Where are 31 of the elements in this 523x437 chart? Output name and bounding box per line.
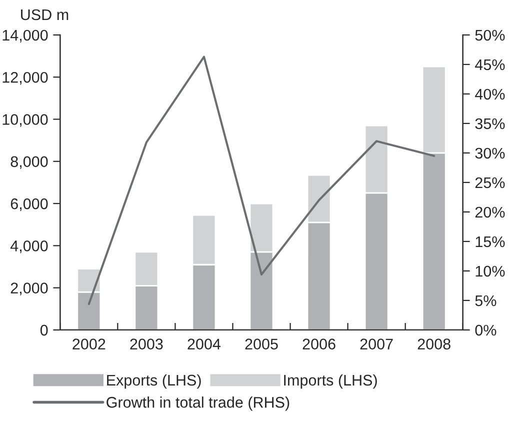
y-axis-title: USD m — [21, 9, 68, 20]
y2-tick-label: 10% — [476, 266, 505, 277]
line-series — [88, 56, 436, 306]
y2-tick-label: 0% — [475, 324, 496, 336]
y-tick-label: 4,000 — [10, 240, 48, 254]
y-tick-label: 10,000 — [2, 114, 48, 127]
y-tick-label: 14,000 — [2, 30, 48, 42]
y-tick-label: 0 — [40, 324, 48, 336]
y2-tick-label: 25% — [475, 177, 505, 188]
x-tick-label: 2002 — [72, 338, 106, 350]
y2-tick-label: 40% — [475, 88, 505, 100]
x-tick-label: 2006 — [302, 338, 336, 350]
legend-label: Growth in total trade (RHS) — [106, 396, 290, 411]
y2-tick-label: 20% — [475, 206, 505, 218]
y-tick-label: 12,000 — [2, 72, 48, 85]
legend-label: Exports (LHS) — [107, 374, 201, 389]
x-tick-label: 2005 — [245, 338, 278, 350]
legend-label: Imports (LHS) — [284, 374, 377, 389]
y2-tick-label: 35% — [475, 118, 505, 130]
y2-tick-label: 50% — [475, 30, 505, 41]
x-tick-label: 2008 — [418, 338, 450, 350]
x-tick-label: 2004 — [188, 338, 221, 350]
y2-tick-label: 15% — [476, 236, 505, 248]
y2-tick-label: 30% — [475, 148, 505, 159]
x-tick-label: 2003 — [130, 338, 163, 350]
x-tick-label: 2007 — [360, 338, 393, 350]
y-tick-label: 6,000 — [10, 198, 48, 212]
y2-tick-label: 45% — [475, 59, 505, 70]
y-tick-label: 2,000 — [10, 282, 48, 296]
y2-tick-label: 5% — [475, 295, 496, 306]
y-tick-label: 8,000 — [10, 156, 48, 169]
